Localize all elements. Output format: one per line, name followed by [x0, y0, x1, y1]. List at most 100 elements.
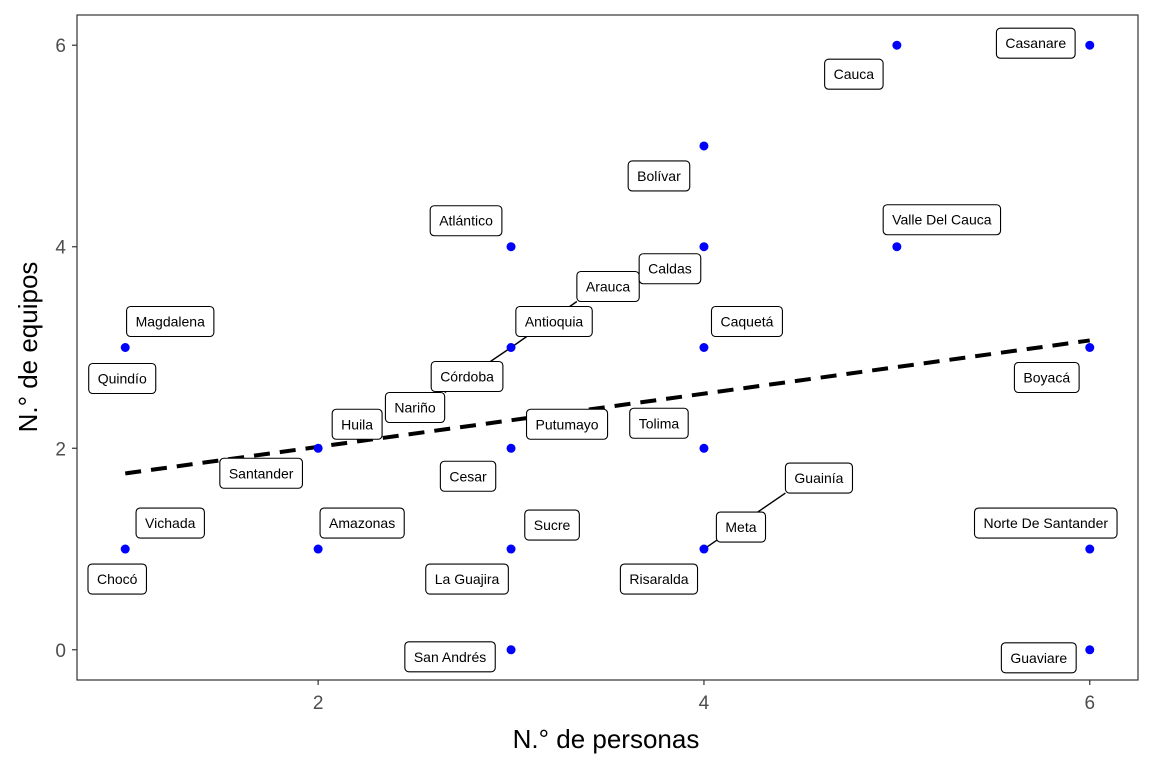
point-label: Tolima: [629, 407, 689, 439]
point-label: Antioquia: [515, 305, 593, 338]
point-label: Huila: [331, 408, 383, 440]
data-point: [1085, 40, 1095, 50]
point-label-box: [629, 407, 689, 439]
data-point: [313, 443, 323, 453]
point-label-text: San Andrés: [414, 649, 486, 665]
point-label-text: Sucre: [534, 517, 571, 533]
data-point: [506, 645, 516, 655]
point-label-box: [429, 205, 503, 237]
point-label-box: [638, 253, 702, 285]
point-label-box: [319, 507, 405, 539]
data-point: [699, 544, 709, 554]
point-label: Cauca: [824, 58, 884, 90]
y-tick-label: 6: [55, 36, 66, 57]
point-label: Quindío: [88, 362, 157, 395]
point-label-text: Meta: [725, 519, 756, 535]
point-label-box: [126, 305, 215, 338]
point-label-box: [525, 408, 609, 440]
point-label-text: Chocó: [97, 571, 138, 587]
data-point: [506, 544, 516, 554]
point-label-text: Magdalena: [136, 314, 205, 330]
point-label: Meta: [715, 511, 767, 543]
point-label-box: [524, 509, 580, 541]
point-label: Atlántico: [429, 205, 503, 237]
point-label: Sucre: [524, 509, 580, 541]
point-label: Bolívar: [627, 160, 691, 192]
point-label: Magdalena: [126, 305, 215, 338]
trend-line-layer: [124, 338, 1091, 476]
point-label-box: [619, 563, 699, 595]
y-tick-label: 4: [55, 238, 66, 259]
point-label: Vichada: [135, 507, 205, 539]
point-label-text: Guainía: [794, 470, 843, 486]
data-point: [892, 242, 902, 252]
point-label: Casanare: [995, 27, 1076, 59]
y-axis-title: N.° de equipos: [13, 262, 43, 433]
point-label-box: [995, 27, 1076, 59]
point-label: Nariño: [384, 391, 446, 424]
point-label-text: Cesar: [449, 468, 487, 484]
point-label-box: [425, 563, 509, 595]
data-point: [699, 443, 709, 453]
x-tick-label: 4: [699, 693, 710, 714]
data-point: [120, 544, 130, 554]
point-label-box: [973, 507, 1118, 539]
point-label-box: [384, 391, 446, 424]
point-label: Chocó: [87, 563, 148, 595]
point-label-text: Antioquia: [525, 314, 584, 330]
data-point: [1085, 645, 1095, 655]
point-label-box: [515, 305, 593, 338]
point-label-box: [88, 362, 157, 395]
point-label-text: Amazonas: [329, 515, 395, 531]
point-label-box: [710, 305, 783, 338]
point-label-box: [824, 58, 884, 90]
point-label-text: Nariño: [394, 400, 435, 416]
point-label-text: Vichada: [145, 515, 196, 531]
point-label-box: [135, 507, 205, 539]
data-point: [506, 343, 516, 352]
point-label-box: [784, 462, 854, 494]
point-label-text: Cauca: [834, 66, 875, 82]
point-label-box: [1013, 361, 1080, 394]
trend-line: [124, 338, 1091, 476]
point-labels: Magdalena Quindío Vichada Chocó Huila Santand…: [87, 27, 1118, 674]
point-label-text: Casanare: [1005, 35, 1066, 51]
point-label-box: [882, 204, 1002, 236]
data-point: [506, 242, 516, 252]
point-label-text: Boyacá: [1023, 370, 1070, 386]
data-point: [120, 343, 130, 352]
point-label: La Guajira: [425, 563, 509, 595]
axes: 2 4 6 0 2 4 6: [55, 36, 1095, 714]
data-point: [1085, 544, 1095, 554]
x-tick-label: 6: [1084, 693, 1095, 714]
point-label: Valle Del Cauca: [882, 204, 1002, 236]
point-label-text: Putumayo: [536, 416, 599, 432]
point-label-box: [430, 360, 504, 393]
point-label-text: Bolívar: [637, 168, 681, 184]
x-tick-label: 2: [313, 693, 324, 714]
point-label: Boyacá: [1013, 361, 1080, 394]
point-label-text: Quindío: [98, 371, 147, 387]
data-point: [506, 443, 516, 453]
point-label-text: Córdoba: [440, 369, 494, 385]
point-label-text: Tolima: [639, 415, 680, 431]
point-label-box: [331, 408, 383, 440]
point-label-text: Santander: [229, 465, 294, 481]
point-label-text: Caquetá: [720, 314, 773, 330]
point-label-text: La Guajira: [435, 571, 500, 587]
point-label-text: Risaralda: [629, 571, 688, 587]
data-point: [699, 343, 709, 352]
point-label: Caldas: [638, 253, 702, 285]
point-label-text: Huila: [341, 416, 373, 432]
point-label-box: [404, 641, 496, 673]
point-label-box: [1000, 642, 1077, 674]
point-label: Risaralda: [619, 563, 699, 595]
point-label: Santander: [219, 457, 303, 489]
y-tick-label: 0: [55, 641, 66, 662]
point-label-text: Valle Del Cauca: [892, 212, 992, 228]
point-label: Norte De Santander: [973, 507, 1118, 539]
point-label-box: [576, 270, 640, 303]
y-tick-label: 2: [55, 439, 66, 460]
